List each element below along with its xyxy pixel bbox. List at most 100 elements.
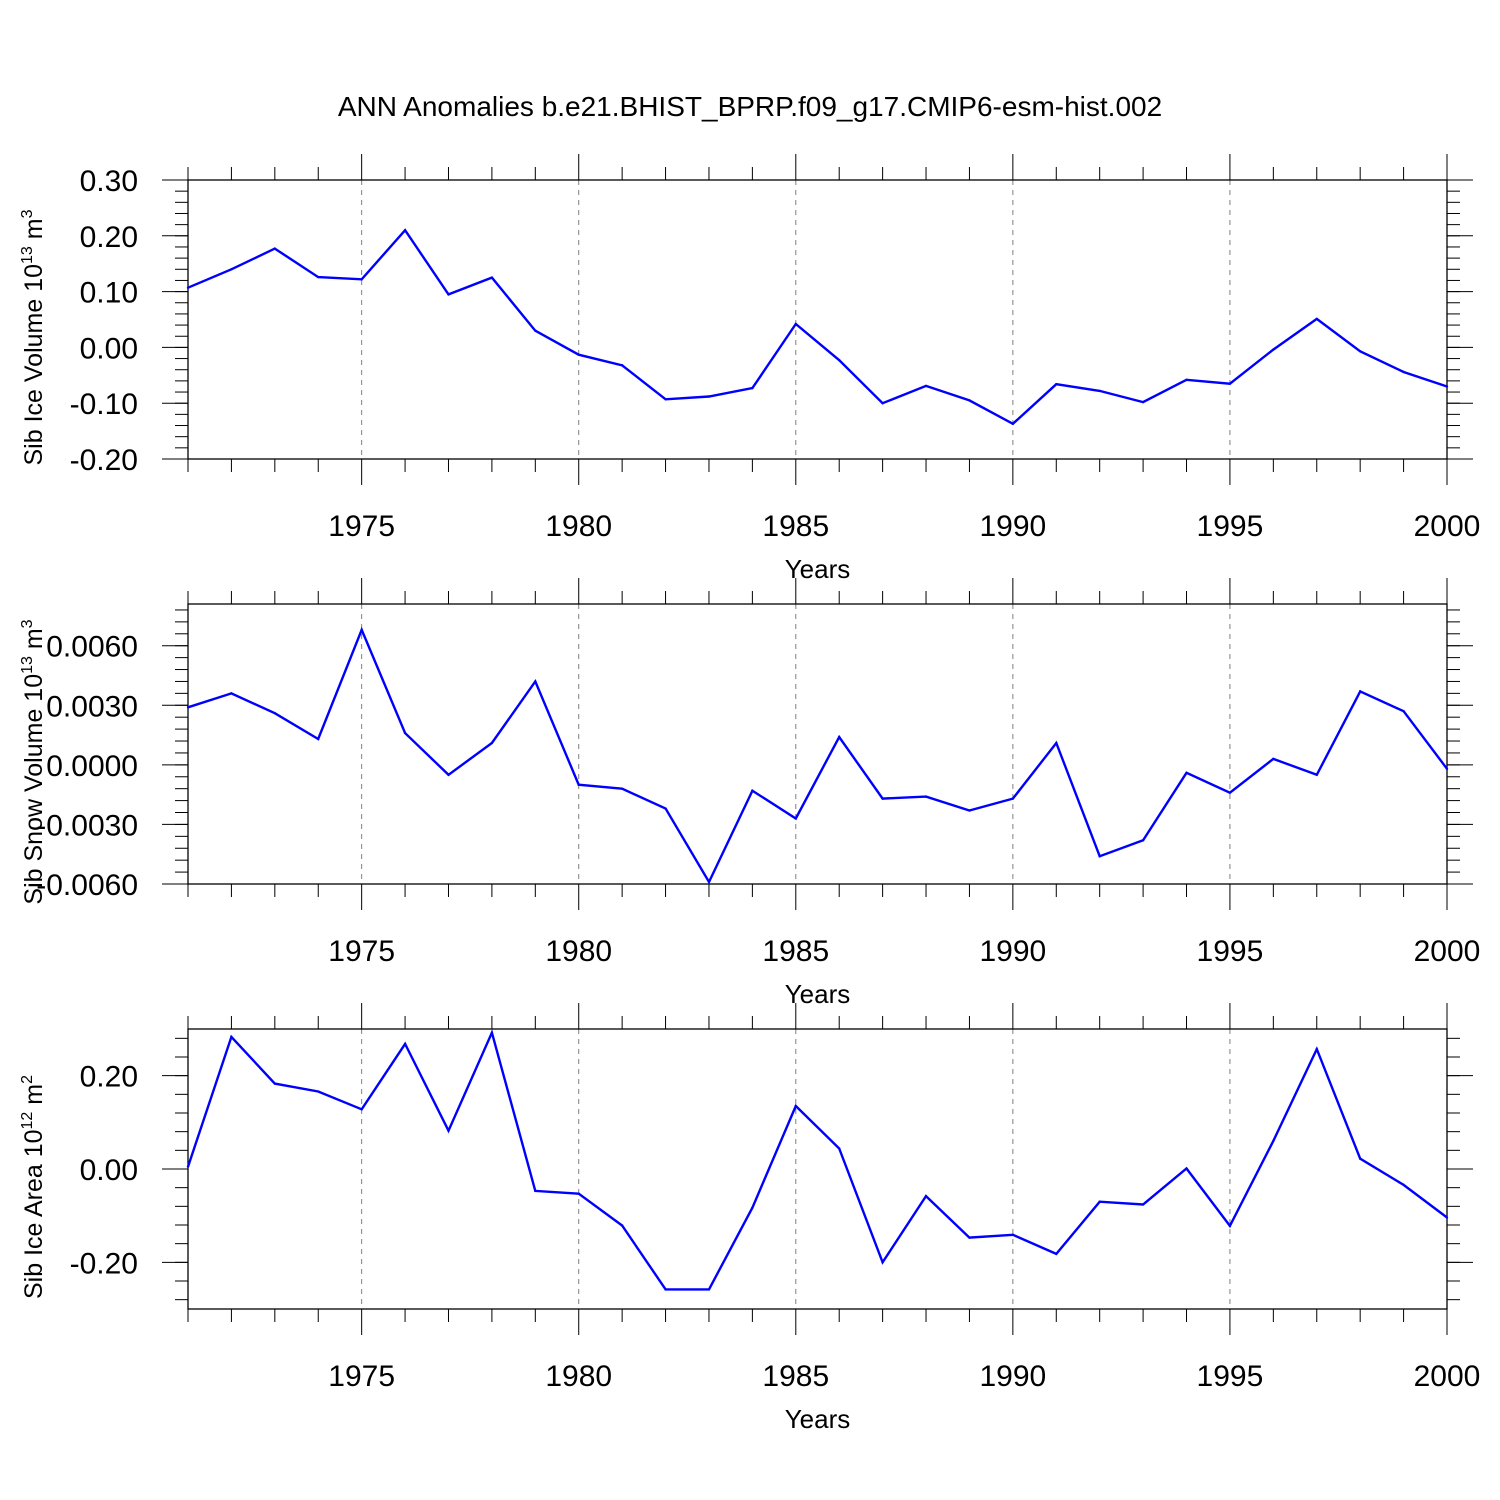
data-point xyxy=(924,795,928,798)
data-point xyxy=(794,322,797,326)
data-point xyxy=(707,395,711,398)
y-tick-label: 0.0030 xyxy=(46,690,138,723)
series-line xyxy=(186,1029,1448,1291)
x-tick-label: 1995 xyxy=(1197,935,1264,968)
x-tick-label: 1980 xyxy=(545,935,612,968)
x-axis-label: Years xyxy=(785,1404,851,1434)
data-point xyxy=(1011,1233,1015,1237)
data-point xyxy=(317,1090,320,1093)
x-tick-label: 2000 xyxy=(1414,510,1481,543)
y-tick-label: 0.10 xyxy=(80,277,138,310)
y-tick-label: 0.30 xyxy=(80,165,138,198)
data-point xyxy=(1185,771,1188,774)
data-point xyxy=(620,364,624,367)
x-axis-label: Years xyxy=(785,554,851,584)
data-point xyxy=(968,809,971,812)
data-point xyxy=(1445,385,1449,388)
data-point xyxy=(186,1165,190,1168)
x-tick-label: 1980 xyxy=(545,1360,612,1393)
data-point xyxy=(490,741,494,745)
data-point xyxy=(1098,854,1101,858)
data-point xyxy=(577,783,580,786)
data-point xyxy=(664,807,667,810)
x-axis-label: Years xyxy=(785,979,851,1009)
data-point xyxy=(620,787,624,790)
data-point xyxy=(881,402,884,405)
plot-frame xyxy=(187,179,1448,460)
data-point xyxy=(1011,797,1015,800)
data-point xyxy=(186,706,190,709)
x-tick-label: 1990 xyxy=(979,510,1046,543)
data-point xyxy=(707,880,711,884)
x-tick-label: 1975 xyxy=(328,1360,395,1393)
data-point xyxy=(1315,773,1318,776)
data-point xyxy=(1402,1183,1405,1187)
x-tick-label: 1975 xyxy=(328,935,395,968)
data-point xyxy=(534,329,537,332)
panels: 0.30 0.20 0.10 0.00 -0.10 -0.20 1975 1980 1985 19… xyxy=(19,154,1480,1434)
data-point xyxy=(1358,350,1362,353)
data-point xyxy=(794,817,797,820)
x-tick-label: 1995 xyxy=(1197,1360,1264,1393)
data-point xyxy=(577,353,580,356)
figure-title: ANN Anomalies b.e21.BHIST_BPRP.f09_g17.C… xyxy=(338,91,1162,122)
data-point xyxy=(273,247,277,250)
data-point xyxy=(1185,378,1188,381)
data-point xyxy=(317,275,320,279)
chart-panel-2: 0.0060 0.0030 0.0000 -0.0030 -0.0060 1975 1980… xyxy=(19,578,1480,1009)
data-point xyxy=(447,773,450,776)
data-point xyxy=(1315,317,1318,321)
data-point xyxy=(924,384,928,388)
data-point xyxy=(230,692,233,695)
data-point xyxy=(1185,1167,1188,1170)
data-point xyxy=(1272,1139,1275,1143)
data-point xyxy=(186,286,190,289)
data-point xyxy=(1272,757,1275,761)
data-point xyxy=(838,359,841,362)
data-point xyxy=(1055,383,1058,386)
chart-panel-3: 0.20 0.00 -0.20 1975 1980 1985 1990 1995 2000 Yea… xyxy=(19,1003,1480,1434)
data-point xyxy=(360,1108,363,1111)
data-point xyxy=(273,1082,277,1085)
series-line xyxy=(187,626,1448,885)
x-tick-label: 1980 xyxy=(545,510,612,543)
data-point xyxy=(751,1206,754,1209)
x-tick-label: 1985 xyxy=(762,510,829,543)
data-point xyxy=(1098,389,1101,393)
data-point xyxy=(1098,1200,1101,1203)
y-tick-label: 0.00 xyxy=(80,1154,138,1187)
data-point xyxy=(1011,422,1015,426)
data-point xyxy=(620,1224,624,1227)
data-point xyxy=(838,1147,841,1150)
data-point xyxy=(317,737,320,741)
data-point xyxy=(534,680,537,683)
data-point xyxy=(490,1031,494,1034)
data-point xyxy=(1358,690,1362,693)
y-tick-label: 0.20 xyxy=(80,1061,138,1094)
data-point xyxy=(1228,791,1232,794)
y-tick-label: 0.20 xyxy=(80,221,138,254)
y-tick-label: -0.10 xyxy=(70,388,138,421)
data-point xyxy=(1445,1216,1449,1219)
x-tick-label: 1995 xyxy=(1197,510,1264,543)
data-point xyxy=(1358,1157,1362,1160)
y-tick-label: -0.0060 xyxy=(36,869,138,902)
data-point xyxy=(838,735,841,739)
data-point xyxy=(1055,1252,1058,1256)
x-tick-label: 2000 xyxy=(1414,935,1481,968)
data-point xyxy=(577,1192,580,1195)
y-tick-label: 0.00 xyxy=(80,332,138,365)
data-point xyxy=(1228,382,1232,385)
x-tick-label: 2000 xyxy=(1414,1360,1481,1393)
data-point xyxy=(1055,741,1058,745)
data-point xyxy=(968,1236,971,1239)
data-point xyxy=(1141,400,1145,404)
y-axis-label: Sib Ice Area 1012 m2 xyxy=(19,1075,48,1299)
data-point xyxy=(1402,710,1405,713)
data-point xyxy=(664,1288,667,1291)
y-tick-label: 0.0000 xyxy=(46,750,138,783)
data-point xyxy=(1402,370,1405,374)
y-tick-label: -0.0030 xyxy=(36,809,138,842)
data-point xyxy=(534,1189,537,1193)
